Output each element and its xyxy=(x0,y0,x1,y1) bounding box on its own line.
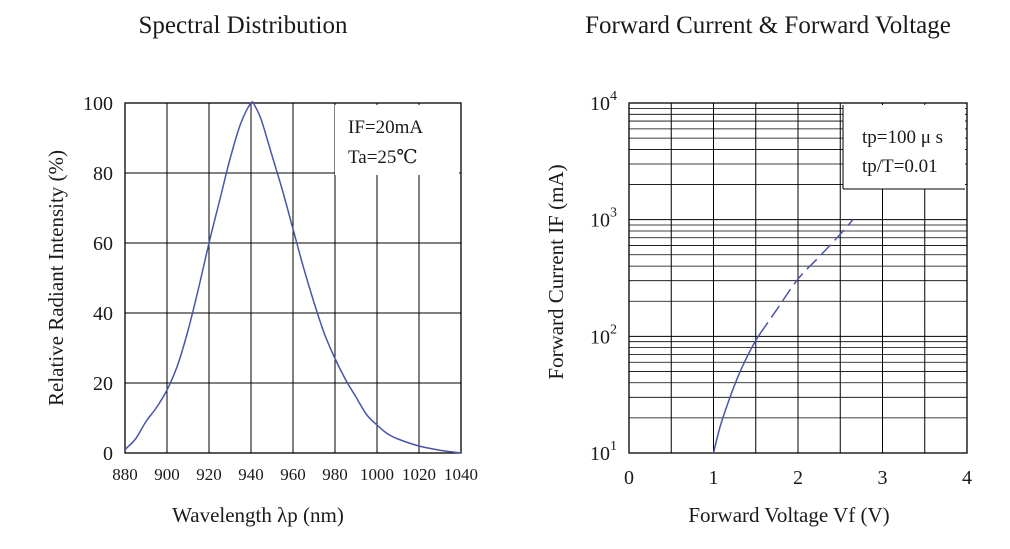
iv-annotation-duty: tp/T=0.01 xyxy=(862,156,938,177)
spectral-grid xyxy=(124,102,462,454)
spectral-y-tick-label: 20 xyxy=(93,373,113,395)
spectral-x-tick-label: 1040 xyxy=(444,465,478,484)
iv-x-tick-label: 4 xyxy=(962,467,972,489)
iv-y-axis-label: Forward Current IF (mA) xyxy=(544,164,568,379)
iv-y-tick-label: 103 xyxy=(590,206,617,232)
spectral-y-tick-label: 60 xyxy=(93,233,113,255)
iv-annotation-box xyxy=(842,105,965,190)
spectral-x-tick-label: 900 xyxy=(154,465,180,484)
spectral-y-tick-label: 0 xyxy=(103,443,113,465)
iv-x-tick-label: 2 xyxy=(793,467,803,489)
iv-x-tick-label: 1 xyxy=(709,467,719,489)
iv-chart-title: Forward Current & Forward Voltage xyxy=(585,12,951,39)
spectral-y-tick-label: 100 xyxy=(83,93,113,115)
spectral-annotation-current: IF=20mA xyxy=(348,117,423,138)
spectral-x-axis-label: Wavelength λp (nm) xyxy=(172,503,344,527)
spectral-x-tick-label: 1000 xyxy=(360,465,394,484)
spectral-plot-frame xyxy=(124,102,462,454)
iv-x-tick-label: 3 xyxy=(878,467,888,489)
spectral-y-tick-label: 40 xyxy=(93,303,113,325)
spectral-x-tick-label: 960 xyxy=(280,465,306,484)
iv-annotation-pulse: tp=100 μ s xyxy=(862,127,943,148)
iv-series-dashed xyxy=(759,219,854,335)
spectral-y-tick-label: 80 xyxy=(93,163,113,185)
spectral-x-tick-label: 880 xyxy=(112,465,138,484)
spectral-y-ticks: 0 20 40 60 80 100 xyxy=(83,93,113,465)
iv-plot-frame xyxy=(628,102,968,454)
iv-x-tick-label: 0 xyxy=(624,467,634,489)
iv-x-axis-label: Forward Voltage Vf (V) xyxy=(688,503,889,527)
spectral-x-tick-label: 1020 xyxy=(402,465,436,484)
iv-series-solid xyxy=(712,333,761,454)
spectral-series-line xyxy=(124,101,462,454)
spectral-annotation-temp: Ta=25℃ xyxy=(348,147,418,168)
spectral-x-tick-label: 980 xyxy=(322,465,348,484)
spectral-chart-title: Spectral Distribution xyxy=(139,12,348,39)
iv-y-tick-label: 101 xyxy=(590,439,617,465)
iv-y-tick-label: 102 xyxy=(590,322,617,348)
iv-y-tick-label: 104 xyxy=(590,89,617,115)
iv-y-ticks: 101 102 103 104 xyxy=(590,89,617,465)
spectral-chart: Spectral Distribution 880 900 920 940 960 980… xyxy=(44,12,478,527)
iv-annotation-box-bg xyxy=(843,105,965,189)
spectral-x-ticks: 880 900 920 940 960 980 1000 1020 1040 xyxy=(112,465,478,484)
spectral-x-tick-label: 940 xyxy=(238,465,264,484)
spectral-y-axis-label: Relative Radiant Intensity (%) xyxy=(44,150,68,406)
spectral-x-tick-label: 920 xyxy=(196,465,222,484)
spectral-annotation-box xyxy=(335,105,459,175)
iv-x-ticks: 0 1 2 3 4 xyxy=(624,467,972,489)
